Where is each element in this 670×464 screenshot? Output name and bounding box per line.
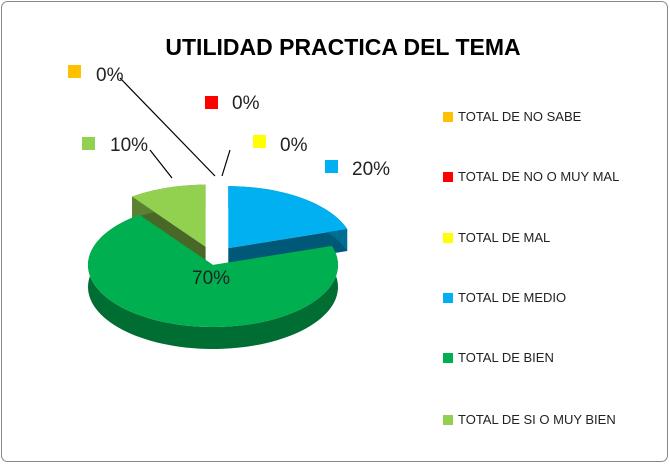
legend-label: TOTAL DE MEDIO (458, 290, 567, 305)
leader-line (221, 149, 231, 177)
label-key (205, 96, 218, 109)
legend-label: TOTAL DE BIEN (458, 350, 554, 365)
data-label: 20% (352, 159, 390, 180)
pie-tops (88, 184, 348, 327)
pie-slice (88, 214, 338, 327)
data-label: 0% (280, 135, 308, 156)
legend-key (443, 293, 453, 303)
data-label: 10% (110, 135, 148, 156)
label-key (253, 135, 266, 148)
label-key (82, 137, 95, 150)
leader-line (149, 149, 173, 179)
legend-label: TOTAL DE NO SABE (458, 109, 582, 124)
legend-label: TOTAL DE SI O MUY BIEN (458, 412, 616, 427)
legend-label: TOTAL DE MAL (458, 230, 551, 245)
legend-label: TOTAL DE NO O MUY MAL (458, 169, 620, 184)
data-label: 70% (192, 268, 230, 289)
legend-key (443, 233, 453, 243)
legend-key (443, 172, 453, 182)
label-key (325, 160, 338, 173)
legend-key (443, 353, 453, 363)
pie-slice (228, 186, 348, 249)
legend-key (443, 415, 453, 425)
label-key (68, 65, 81, 78)
legend-key (443, 112, 453, 122)
chart-title: UTILIDAD PRACTICA DEL TEMA (165, 34, 520, 60)
leader-line (119, 77, 216, 177)
pie-slice (132, 184, 206, 247)
data-label: 0% (96, 65, 124, 86)
data-label: 0% (232, 93, 260, 114)
